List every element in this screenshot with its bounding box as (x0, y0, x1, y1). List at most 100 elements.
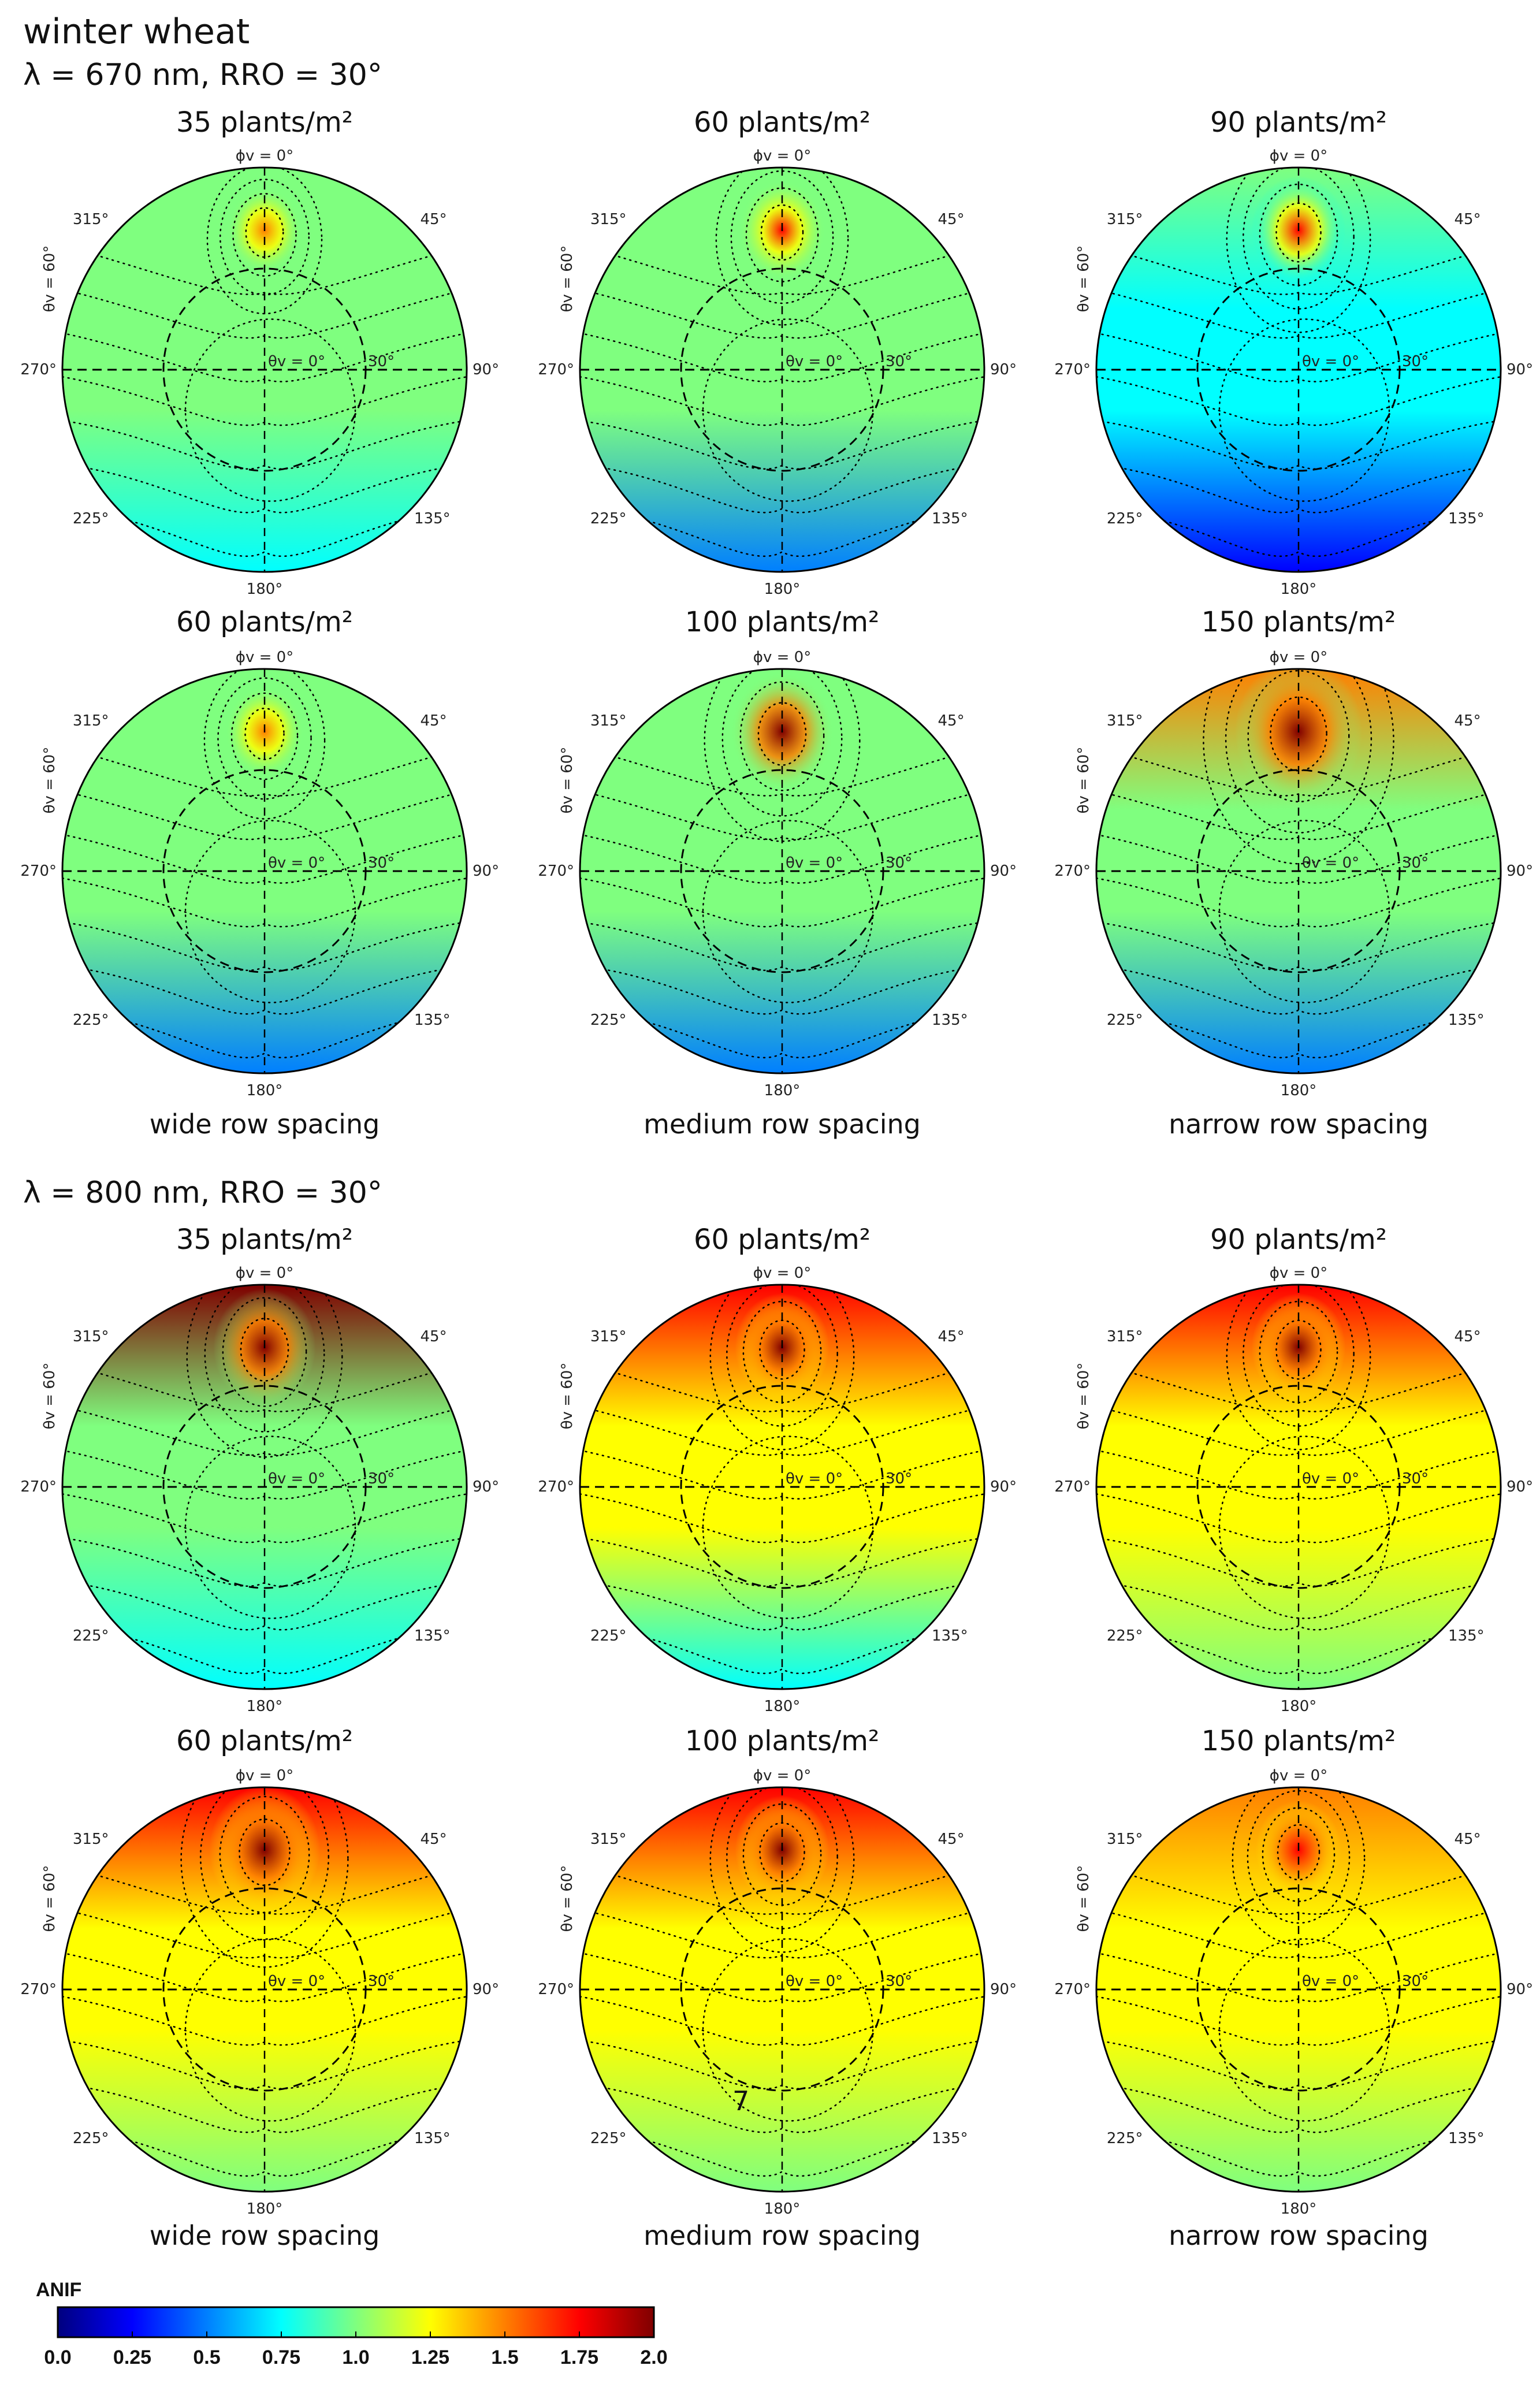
colorbar-tick-label: 1.75 (560, 2346, 598, 2368)
azimuth-label: 135° (932, 1011, 968, 1029)
azimuth-label: 180° (764, 581, 801, 598)
zenith-label-0: θv = 0° (268, 353, 325, 370)
polar-panel: 60 plants/m² ϕv = 0° 45° 90° 135° 180° 225° 270… (538, 1223, 1017, 1715)
center-contour (702, 318, 874, 502)
spacing-label: narrow row spacing (1169, 2220, 1429, 2251)
azimuth-label: ϕv = 0° (753, 649, 811, 666)
azimuth-label: 315° (590, 1328, 627, 1345)
hotspot-contour (709, 1285, 855, 1451)
azimuth-label: ϕv = 0° (753, 1265, 811, 1282)
section-header-800: λ = 800 nm, RRO = 30° (23, 1176, 382, 1210)
zenith-label-0: θv = 0° (268, 1470, 325, 1487)
azimuth-label: 135° (1448, 510, 1485, 527)
hotspot-contour (760, 204, 804, 261)
zenith-label-60: θv = 60° (41, 747, 58, 814)
zenith-label-60: θv = 60° (41, 246, 58, 313)
azimuth-label: 270° (1054, 1478, 1091, 1496)
contour-line (580, 507, 984, 557)
azimuth-label: ϕv = 0° (753, 1767, 811, 1784)
hotspot-contour (1225, 669, 1372, 834)
azimuth-label: 180° (1281, 1698, 1317, 1715)
azimuth-label: 225° (73, 1627, 109, 1645)
azimuth-label: 45° (938, 211, 965, 228)
contour-line (1096, 964, 1501, 1015)
panel-title: 150 plants/m² (1202, 1725, 1396, 1757)
azimuth-label: 180° (1281, 2200, 1317, 2218)
contour-line (62, 1008, 467, 1059)
azimuth-label: 225° (590, 510, 627, 527)
outer-circle (61, 668, 468, 1074)
azimuth-label: 45° (1455, 712, 1481, 730)
azimuth-label: ϕv = 0° (753, 147, 811, 165)
panel-title: 90 plants/m² (1210, 106, 1387, 139)
hotspot-contour (240, 1318, 289, 1382)
hotspot-contour (180, 1787, 349, 1968)
azimuth-label: 45° (1455, 211, 1481, 228)
azimuth-label: 225° (73, 1011, 109, 1029)
panel-title: 35 plants/m² (176, 106, 353, 139)
azimuth-label: 315° (73, 1328, 109, 1345)
outer-circle (61, 166, 468, 573)
colorbar-tick-label: 0.5 (193, 2346, 220, 2368)
panel-title: 100 plants/m² (685, 1725, 880, 1757)
azimuth-label: 90° (990, 1478, 1017, 1496)
hotspot-contour (715, 168, 849, 326)
contour-line (1096, 1008, 1501, 1059)
spacing-label: wide row spacing (150, 1109, 380, 1140)
hotspot-contour (217, 677, 312, 800)
azimuth-label: 180° (1281, 1082, 1317, 1099)
zenith-label-30: 30° (368, 353, 395, 370)
azimuth-label: 90° (473, 361, 499, 378)
contour-line (580, 2126, 984, 2177)
azimuth-label: 315° (73, 712, 109, 730)
outer-circle (61, 1786, 468, 2193)
contour-line (1096, 1580, 1501, 1631)
azimuth-label: ϕv = 0° (1270, 147, 1327, 165)
azimuth-label: 225° (590, 1627, 627, 1645)
azimuth-label: 225° (73, 2130, 109, 2147)
azimuth-label: 270° (20, 1478, 57, 1496)
spacing-labels: wide row spacing medium row spacing narrow… (150, 1109, 1429, 2251)
zenith-label-0: θv = 0° (786, 1470, 843, 1487)
contour-line (62, 463, 467, 514)
azimuth-label: 45° (421, 712, 447, 730)
contour-line (1096, 463, 1501, 514)
zenith-label-0: θv = 0° (786, 1973, 843, 1990)
zenith-label-60: θv = 60° (559, 1865, 576, 1932)
azimuth-label: 90° (1506, 1478, 1533, 1496)
azimuth-label: 315° (590, 211, 627, 228)
center-contour (1218, 1938, 1390, 2122)
contour-line (62, 2082, 467, 2133)
zenith-label-60: θv = 60° (1075, 747, 1092, 814)
azimuth-label: ϕv = 0° (236, 1767, 293, 1784)
zenith-label-0: θv = 0° (1302, 1470, 1359, 1487)
zenith-label-30: 30° (886, 353, 912, 370)
center-contour (1218, 820, 1390, 1003)
contour-line (580, 1580, 984, 1631)
polar-panel: 60 plants/m² ϕv = 0° 45° 90° 135° 180° 225° 270… (20, 606, 499, 1099)
azimuth-label: 90° (990, 862, 1017, 880)
zenith-label-0: θv = 0° (268, 1973, 325, 1990)
panel-title: 35 plants/m² (176, 1223, 353, 1256)
hotspot-contour (709, 1787, 855, 1953)
azimuth-label: 270° (538, 361, 574, 378)
outer-circle (1095, 166, 1502, 573)
azimuth-label: 45° (938, 1328, 965, 1345)
azimuth-label: ϕv = 0° (236, 1265, 293, 1282)
zenith-label-60: θv = 60° (559, 246, 576, 313)
zenith-label-60: θv = 60° (1075, 246, 1092, 313)
zenith-label-30: 30° (368, 1973, 395, 1990)
outer-circle (1095, 1284, 1502, 1690)
hotspot-contour (1203, 669, 1394, 865)
azimuth-label: 90° (473, 1981, 499, 1998)
zenith-label-60: θv = 60° (41, 1865, 58, 1932)
center-contour (702, 1938, 874, 2122)
panel-title: 60 plants/m² (176, 1725, 353, 1757)
azimuth-label: 270° (538, 1981, 574, 1998)
colorbar-tick-label: 2.0 (640, 2346, 667, 2368)
azimuth-label: 135° (414, 510, 451, 527)
azimuth-label: 315° (73, 211, 109, 228)
colorbar-tick-label: 1.25 (411, 2346, 449, 2368)
azimuth-label: 135° (932, 510, 968, 527)
colorbar-tick-label: 0.0 (44, 2346, 71, 2368)
